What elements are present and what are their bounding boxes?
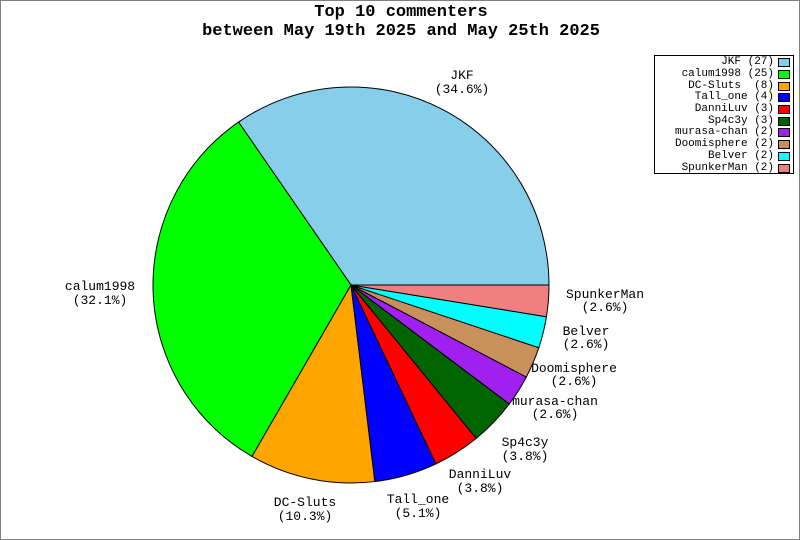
svg-text:(2.6%): (2.6%)	[532, 407, 579, 422]
svg-text:JKF: JKF	[450, 68, 473, 83]
svg-text:Sp4c3y: Sp4c3y	[502, 435, 549, 450]
svg-text:DC-Sluts: DC-Sluts	[274, 495, 336, 510]
svg-text:(3.8%): (3.8%)	[457, 481, 504, 496]
svg-text:(5.1%): (5.1%)	[395, 506, 442, 521]
svg-text:calum1998: calum1998	[65, 279, 135, 294]
svg-text:(34.6%): (34.6%)	[435, 82, 490, 97]
svg-text:(10.3%): (10.3%)	[278, 509, 333, 524]
svg-text:(2.6%): (2.6%)	[563, 337, 610, 352]
svg-text:DanniLuv: DanniLuv	[449, 467, 512, 482]
svg-text:(32.1%): (32.1%)	[73, 293, 128, 308]
svg-text:(2.6%): (2.6%)	[582, 300, 629, 315]
svg-text:Tall_one: Tall_one	[387, 492, 449, 507]
svg-text:(2.6%): (2.6%)	[551, 374, 598, 389]
svg-text:(3.8%): (3.8%)	[502, 449, 549, 464]
